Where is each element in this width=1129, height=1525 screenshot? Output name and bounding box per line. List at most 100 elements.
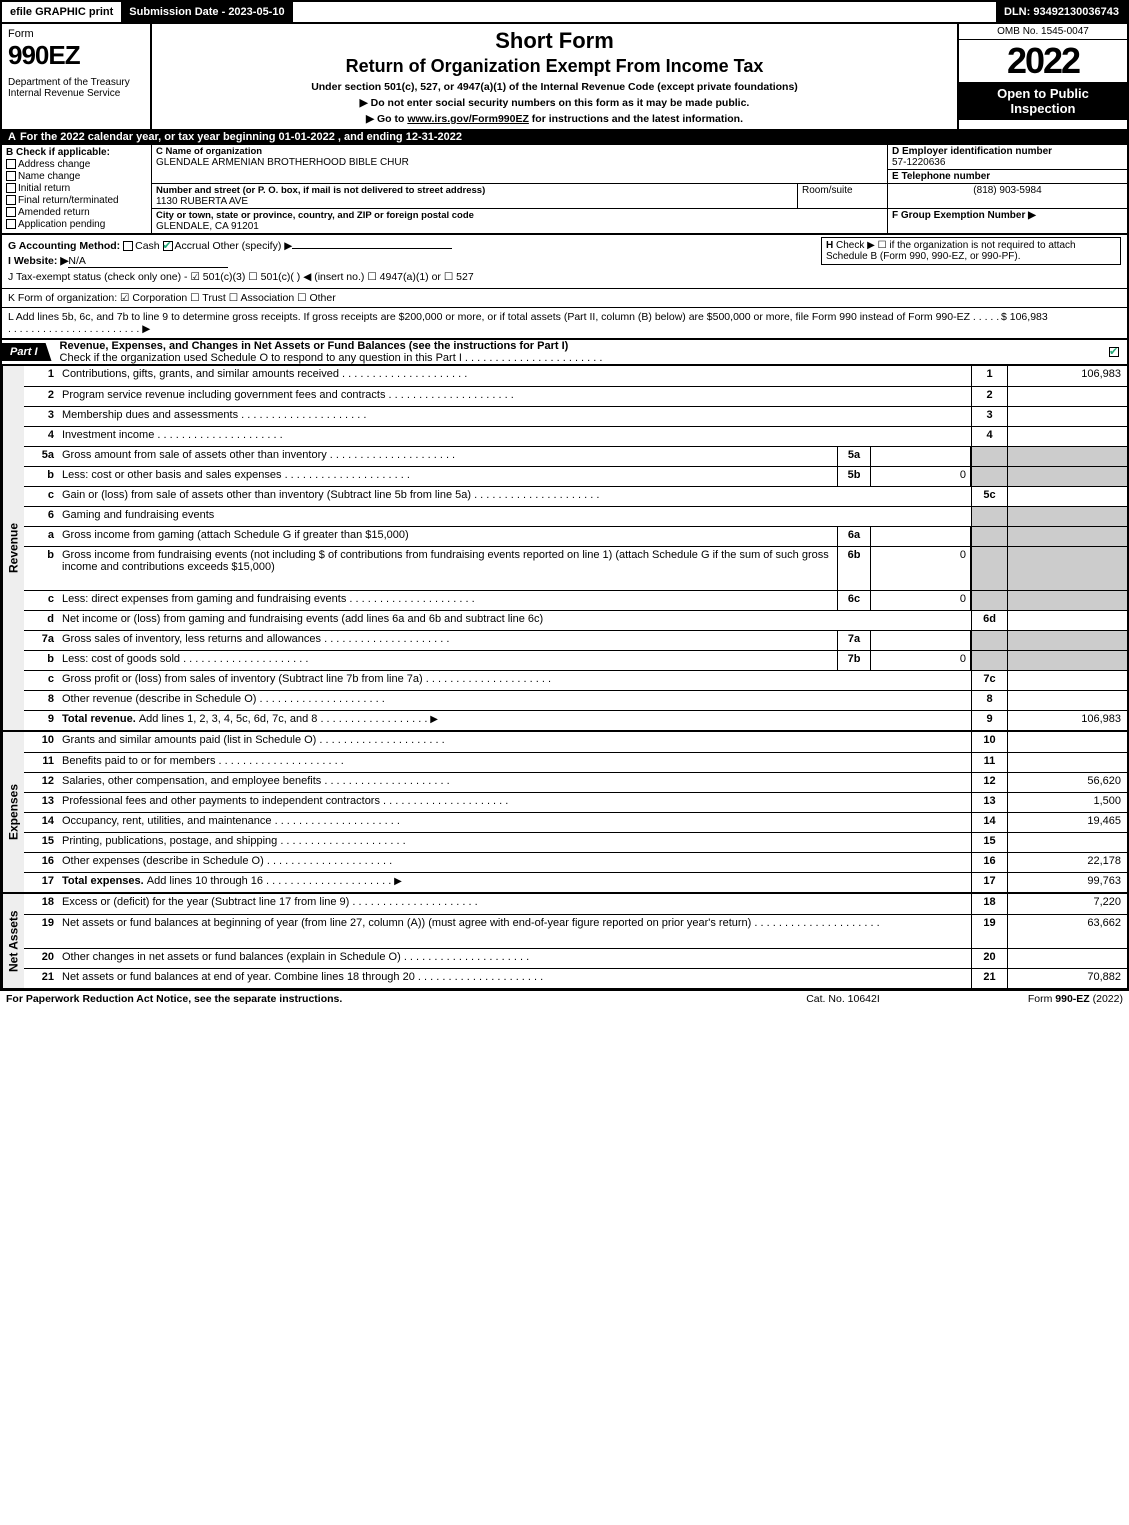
g-other[interactable]: Other (specify) ▶ — [212, 240, 292, 252]
ein-value: 57-1220636 — [892, 157, 1123, 168]
dln: DLN: 93492130036743 — [996, 2, 1127, 22]
topbar-spacer — [293, 2, 996, 22]
h-text: Check ▶ ☐ if the organization is not req… — [826, 240, 1076, 262]
street-value: 1130 RUBERTA AVE — [156, 196, 793, 207]
irs-link[interactable]: www.irs.gov/Form990EZ — [407, 113, 529, 125]
footer-catno: Cat. No. 10642I — [743, 993, 943, 1005]
header-right: OMB No. 1545-0047 2022 Open to Public In… — [957, 24, 1127, 129]
website-value: N/A — [68, 255, 228, 268]
submission-date: Submission Date - 2023-05-10 — [121, 2, 292, 22]
form-word: Form — [8, 28, 144, 40]
line-a: AFor the 2022 calendar year, or tax year… — [0, 129, 1129, 145]
row-21: 21Net assets or fund balances at end of … — [24, 968, 1127, 988]
chk-pending[interactable]: Application pending — [6, 219, 147, 230]
part1-tab: Part I — [2, 343, 52, 361]
form-header: Form 990EZ Department of the Treasury In… — [0, 24, 1129, 129]
revenue-section: Revenue 1Contributions, gifts, grants, a… — [0, 366, 1129, 732]
footer-left: For Paperwork Reduction Act Notice, see … — [6, 993, 743, 1005]
row-5b: bLess: cost or other basis and sales exp… — [24, 466, 1127, 486]
row-18: 18Excess or (deficit) for the year (Subt… — [24, 894, 1127, 914]
street-label: Number and street (or P. O. box, if mail… — [156, 185, 793, 196]
g-cash[interactable]: Cash — [135, 240, 160, 252]
room-label: Room/suite — [802, 185, 853, 196]
subtitle-section: Under section 501(c), 527, or 4947(a)(1)… — [160, 81, 949, 93]
b-header: Check if applicable: — [16, 147, 110, 158]
omb-number: OMB No. 1545-0047 — [959, 24, 1127, 40]
row-8: 8Other revenue (describe in Schedule O)8 — [24, 690, 1127, 710]
i-label: I Website: ▶ — [8, 255, 68, 267]
side-expenses: Expenses — [2, 732, 24, 892]
city-value: GLENDALE, CA 91201 — [156, 221, 883, 232]
part1-schedule-o-check[interactable] — [1109, 346, 1121, 358]
side-revenue: Revenue — [2, 366, 24, 730]
room-cell: Room/suite — [797, 184, 887, 208]
row-5a: 5aGross amount from sale of assets other… — [24, 446, 1127, 466]
expenses-table: 10Grants and similar amounts paid (list … — [24, 732, 1127, 892]
c-name-label: C Name of organization — [156, 146, 883, 157]
row-19: 19Net assets or fund balances at beginni… — [24, 914, 1127, 948]
row-10: 10Grants and similar amounts paid (list … — [24, 732, 1127, 752]
row-16: 16Other expenses (describe in Schedule O… — [24, 852, 1127, 872]
topbar: efile GRAPHIC print Submission Date - 20… — [0, 0, 1129, 24]
form-number: 990EZ — [8, 40, 144, 71]
expenses-section: Expenses 10Grants and similar amounts pa… — [0, 732, 1129, 894]
row-6a: aGross income from gaming (attach Schedu… — [24, 526, 1127, 546]
revenue-table: 1Contributions, gifts, grants, and simil… — [24, 366, 1127, 730]
row-20: 20Other changes in net assets or fund ba… — [24, 948, 1127, 968]
subtitle-goto: ▶ Go to www.irs.gov/Form990EZ for instru… — [160, 113, 949, 125]
efile-label: efile GRAPHIC print — [2, 2, 121, 22]
row-6b: bGross income from fundraising events (n… — [24, 546, 1127, 590]
city-label: City or town, state or province, country… — [156, 210, 883, 221]
row-11: 11Benefits paid to or for members11 — [24, 752, 1127, 772]
row-1: 1Contributions, gifts, grants, and simil… — [24, 366, 1127, 386]
l-amount: $ 106,983 — [1001, 311, 1121, 335]
col-d: D Employer identification number57-12206… — [887, 145, 1127, 183]
footer-right: Form 990-EZ (2022) — [943, 993, 1123, 1005]
chk-name-change[interactable]: Name change — [6, 171, 147, 182]
line-l: L Add lines 5b, 6c, and 7b to line 9 to … — [0, 308, 1129, 339]
department: Department of the Treasury Internal Reve… — [8, 77, 144, 99]
part1-header: Part I Revenue, Expenses, and Changes in… — [0, 339, 1129, 366]
group-exemption-label: F Group Exemption Number ▶ — [892, 210, 1036, 221]
row-6c: cLess: direct expenses from gaming and f… — [24, 590, 1127, 610]
row-7b: bLess: cost of goods sold7b0 — [24, 650, 1127, 670]
line-k: K Form of organization: ☑ Corporation ☐ … — [0, 289, 1129, 308]
line-j: J Tax-exempt status (check only one) - ☑… — [8, 271, 1121, 283]
col-f: F Group Exemption Number ▶ — [887, 209, 1127, 233]
part1-title-wrap: Revenue, Expenses, and Changes in Net As… — [52, 340, 1109, 364]
row-14: 14Occupancy, rent, utilities, and mainte… — [24, 812, 1127, 832]
phone-value: (818) 903-5984 — [888, 184, 1127, 197]
chk-final-return[interactable]: Final return/terminated — [6, 195, 147, 206]
ein-label: D Employer identification number — [892, 146, 1123, 157]
tax-year: 2022 — [959, 40, 1127, 82]
subtitle-ssn: ▶ Do not enter social security numbers o… — [160, 97, 949, 109]
row-7c: cGross profit or (loss) from sales of in… — [24, 670, 1127, 690]
side-netassets: Net Assets — [2, 894, 24, 988]
title-return: Return of Organization Exempt From Incom… — [160, 56, 949, 77]
col-cde: C Name of organization GLENDALE ARMENIAN… — [152, 145, 1127, 233]
row-6: 6Gaming and fundraising events — [24, 506, 1127, 526]
row-4: 4Investment income4 — [24, 426, 1127, 446]
col-e-phone: (818) 903-5984 — [887, 184, 1127, 208]
l-text: L Add lines 5b, 6c, and 7b to line 9 to … — [8, 311, 1001, 335]
g-accrual[interactable]: Accrual — [175, 240, 210, 252]
row-7a: 7aGross sales of inventory, less returns… — [24, 630, 1127, 650]
row-2: 2Program service revenue including gover… — [24, 386, 1127, 406]
header-left: Form 990EZ Department of the Treasury In… — [2, 24, 152, 129]
g-label: G Accounting Method: — [8, 240, 120, 252]
row-13: 13Professional fees and other payments t… — [24, 792, 1127, 812]
info-block: B Check if applicable: Address change Na… — [0, 145, 1129, 235]
chk-amended[interactable]: Amended return — [6, 207, 147, 218]
netassets-section: Net Assets 18Excess or (deficit) for the… — [0, 894, 1129, 990]
row-17: 17Total expenses. Add lines 10 through 1… — [24, 872, 1127, 892]
open-to-public: Open to Public Inspection — [959, 82, 1127, 120]
street-cell: Number and street (or P. O. box, if mail… — [152, 184, 797, 208]
org-name-cell: C Name of organization GLENDALE ARMENIAN… — [152, 145, 887, 183]
part1-sub: Check if the organization used Schedule … — [60, 352, 603, 364]
chk-initial-return[interactable]: Initial return — [6, 183, 147, 194]
netassets-table: 18Excess or (deficit) for the year (Subt… — [24, 894, 1127, 988]
row-9: 9Total revenue. Total revenue. Add lines… — [24, 710, 1127, 730]
goto-post: for instructions and the latest informat… — [529, 113, 743, 125]
g-h-i-j-block: H Check ▶ ☐ if the organization is not r… — [0, 235, 1129, 289]
chk-address-change[interactable]: Address change — [6, 159, 147, 170]
